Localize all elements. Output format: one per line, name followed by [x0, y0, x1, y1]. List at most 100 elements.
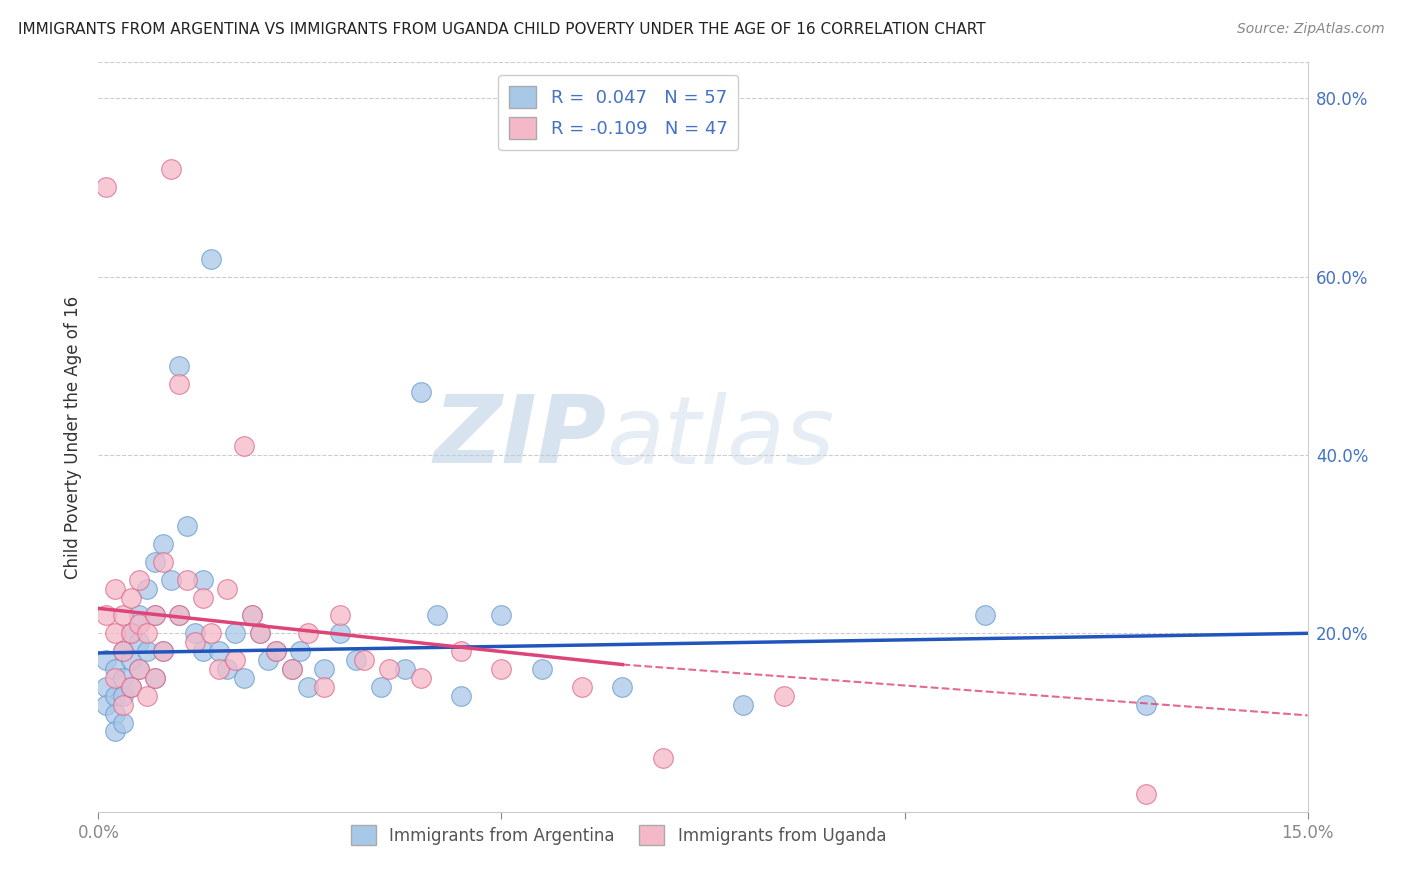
Point	[128, 573, 150, 587]
Point	[184, 635, 207, 649]
Point	[128, 662, 150, 676]
Text: atlas: atlas	[606, 392, 835, 483]
Point	[394, 662, 416, 676]
Point	[143, 608, 166, 623]
Point	[167, 608, 190, 623]
Point	[530, 662, 553, 676]
Point	[167, 608, 190, 623]
Text: ZIP: ZIP	[433, 391, 606, 483]
Point	[217, 582, 239, 596]
Point	[733, 698, 755, 712]
Point	[96, 180, 118, 194]
Point	[224, 626, 246, 640]
Point	[193, 591, 215, 605]
Point	[264, 644, 287, 658]
Point	[314, 680, 336, 694]
Point	[103, 626, 125, 640]
Point	[344, 653, 367, 667]
Point	[297, 680, 319, 694]
Text: Source: ZipAtlas.com: Source: ZipAtlas.com	[1237, 22, 1385, 37]
Point	[1135, 787, 1157, 801]
Point	[103, 662, 125, 676]
Point	[491, 608, 513, 623]
Point	[167, 376, 190, 391]
Point	[103, 671, 125, 685]
Point	[128, 635, 150, 649]
Point	[120, 680, 142, 694]
Point	[409, 671, 432, 685]
Point	[111, 608, 134, 623]
Point	[152, 644, 174, 658]
Point	[450, 644, 472, 658]
Point	[232, 439, 254, 453]
Point	[111, 671, 134, 685]
Point	[120, 626, 142, 640]
Point	[329, 608, 352, 623]
Text: IMMIGRANTS FROM ARGENTINA VS IMMIGRANTS FROM UGANDA CHILD POVERTY UNDER THE AGE : IMMIGRANTS FROM ARGENTINA VS IMMIGRANTS …	[18, 22, 986, 37]
Point	[491, 662, 513, 676]
Y-axis label: Child Poverty Under the Age of 16: Child Poverty Under the Age of 16	[63, 295, 82, 579]
Point	[329, 626, 352, 640]
Point	[135, 626, 157, 640]
Point	[1135, 698, 1157, 712]
Point	[135, 582, 157, 596]
Point	[143, 671, 166, 685]
Point	[120, 626, 142, 640]
Point	[128, 608, 150, 623]
Point	[288, 644, 311, 658]
Point	[176, 519, 198, 533]
Point	[103, 706, 125, 721]
Point	[96, 608, 118, 623]
Point	[167, 359, 190, 373]
Point	[314, 662, 336, 676]
Point	[217, 662, 239, 676]
Point	[111, 644, 134, 658]
Point	[377, 662, 399, 676]
Point	[256, 653, 278, 667]
Point	[128, 662, 150, 676]
Point	[176, 573, 198, 587]
Point	[281, 662, 304, 676]
Point	[128, 617, 150, 632]
Point	[240, 608, 263, 623]
Point	[426, 608, 449, 623]
Point	[193, 573, 215, 587]
Point	[974, 608, 997, 623]
Point	[143, 608, 166, 623]
Point	[450, 689, 472, 703]
Point	[409, 385, 432, 400]
Point	[152, 555, 174, 569]
Point	[297, 626, 319, 640]
Point	[772, 689, 794, 703]
Point	[143, 671, 166, 685]
Point	[208, 662, 231, 676]
Point	[264, 644, 287, 658]
Point	[120, 680, 142, 694]
Point	[249, 626, 271, 640]
Point	[224, 653, 246, 667]
Point	[103, 724, 125, 739]
Point	[184, 626, 207, 640]
Point	[200, 626, 222, 640]
Point	[111, 698, 134, 712]
Point	[200, 252, 222, 266]
Point	[111, 689, 134, 703]
Point	[152, 644, 174, 658]
Point	[160, 573, 183, 587]
Point	[103, 582, 125, 596]
Point	[612, 680, 634, 694]
Point	[120, 653, 142, 667]
Point	[96, 653, 118, 667]
Point	[96, 680, 118, 694]
Point	[249, 626, 271, 640]
Point	[96, 698, 118, 712]
Point	[193, 644, 215, 658]
Point	[111, 644, 134, 658]
Point	[651, 751, 673, 765]
Legend: Immigrants from Argentina, Immigrants from Uganda: Immigrants from Argentina, Immigrants fr…	[344, 819, 893, 852]
Point	[135, 644, 157, 658]
Point	[571, 680, 593, 694]
Point	[135, 689, 157, 703]
Point	[152, 537, 174, 551]
Point	[143, 555, 166, 569]
